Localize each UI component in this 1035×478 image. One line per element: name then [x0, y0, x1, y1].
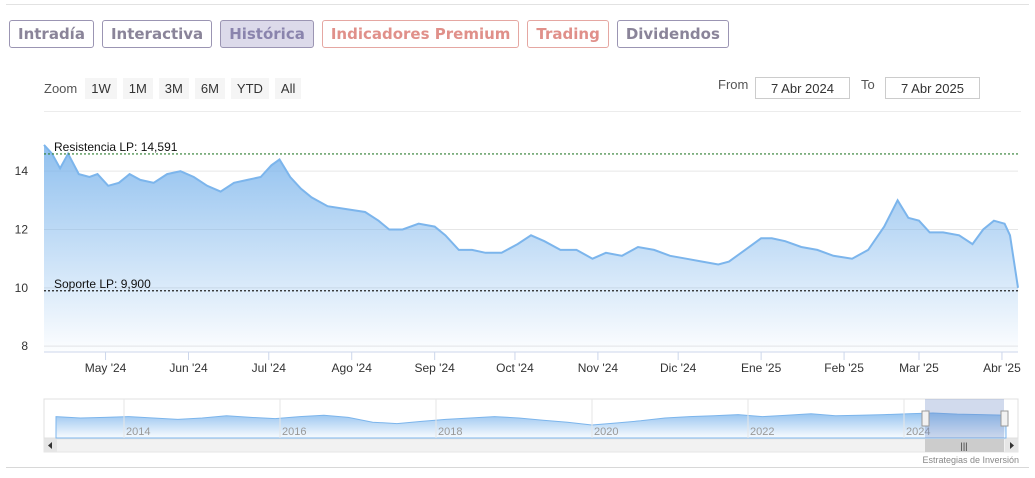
bottom-divider [6, 467, 1029, 468]
top-divider [6, 4, 1029, 5]
x-tick-label: Oct '24 [496, 361, 534, 375]
x-tick-label: Jun '24 [169, 361, 208, 375]
scrollbar-thumb[interactable] [925, 439, 1004, 452]
x-tick-label: Jul '24 [252, 361, 287, 375]
navigator-year-label: 2022 [750, 426, 774, 438]
zoom-1m-button[interactable]: 1M [122, 78, 153, 99]
tab-indicadores-premium[interactable]: Indicadores Premium [321, 20, 520, 48]
scroll-right-icon [1010, 442, 1014, 449]
x-tick-label: Ago '24 [332, 361, 373, 375]
tab-dividendos[interactable]: Dividendos [616, 20, 729, 48]
to-date-input[interactable]: 7 Abr 2025 [885, 77, 980, 99]
navigator-year-label: 2020 [594, 426, 618, 438]
x-tick-label: Feb '25 [824, 361, 864, 375]
scroll-left-icon [48, 442, 52, 449]
credit-label: Estrategias de Inversión [922, 455, 1019, 465]
navigator-selection [925, 399, 1004, 438]
y-tick-label: 8 [21, 339, 28, 353]
y-axis-labels: 8 10 12 14 [15, 164, 29, 353]
x-tick-label: Abr '25 [983, 361, 1021, 375]
zoom-1w-button[interactable]: 1W [85, 78, 117, 99]
x-tick-label: Dic '24 [660, 361, 697, 375]
zoom-ytd-button[interactable]: YTD [230, 78, 269, 99]
to-label: To [861, 77, 875, 92]
navigator-year-label: 2016 [282, 426, 306, 438]
tab-intradia[interactable]: Intradía [9, 20, 94, 48]
y-tick-label: 10 [15, 281, 29, 295]
zoom-controls: Zoom 1W 1M 3M 6M YTD All [44, 78, 302, 99]
from-date-input[interactable]: 7 Abr 2024 [755, 77, 850, 99]
navigator[interactable]: 2014 2016 2018 2020 2022 2024 ||| [43, 398, 1019, 453]
zoom-all-button[interactable]: All [274, 78, 302, 99]
price-area [44, 144, 1018, 352]
x-tick-label: Ene '25 [741, 361, 782, 375]
zoom-6m-button[interactable]: 6M [194, 78, 225, 99]
price-line [43, 144, 1019, 288]
tab-trading[interactable]: Trading [527, 20, 609, 48]
tab-bar: Intradía Interactiva Histórica Indicador… [9, 20, 729, 48]
x-tick-label: Mar '25 [899, 361, 939, 375]
tab-historica[interactable]: Histórica [220, 20, 314, 48]
zoom-3m-button[interactable]: 3M [158, 78, 189, 99]
navigator-right-handle[interactable] [1000, 410, 1009, 427]
y-tick-label: 14 [15, 164, 29, 178]
scrollbar-grip-icon: ||| [960, 441, 967, 451]
resistance-label: Resistencia LP: 14,591 [54, 140, 178, 154]
x-tick-label: Nov '24 [578, 361, 619, 375]
support-resistance-lines: Resistencia LP: 14,591 Soporte LP: 9,900 [44, 140, 1018, 292]
navigator-series [55, 412, 1007, 439]
x-tick-label: May '24 [85, 361, 127, 375]
x-axis-labels: May '24 Jun '24 Jul '24 Ago '24 Sep '24 Oct '… [85, 352, 1021, 375]
from-label: From [718, 77, 749, 92]
navigator-year-label: 2014 [126, 426, 150, 438]
navigator-year-label: 2018 [438, 426, 462, 438]
tab-interactiva[interactable]: Interactiva [101, 20, 213, 48]
scrollbar-track [43, 438, 1019, 453]
support-label: Soporte LP: 9,900 [54, 277, 151, 291]
zoom-label: Zoom [44, 81, 78, 96]
toolbar-divider [44, 111, 1021, 112]
navigator-left-handle[interactable] [921, 410, 930, 427]
navigator-year-label: 2024 [906, 426, 930, 438]
y-tick-label: 12 [15, 223, 29, 237]
x-tick-label: Sep '24 [415, 361, 456, 375]
